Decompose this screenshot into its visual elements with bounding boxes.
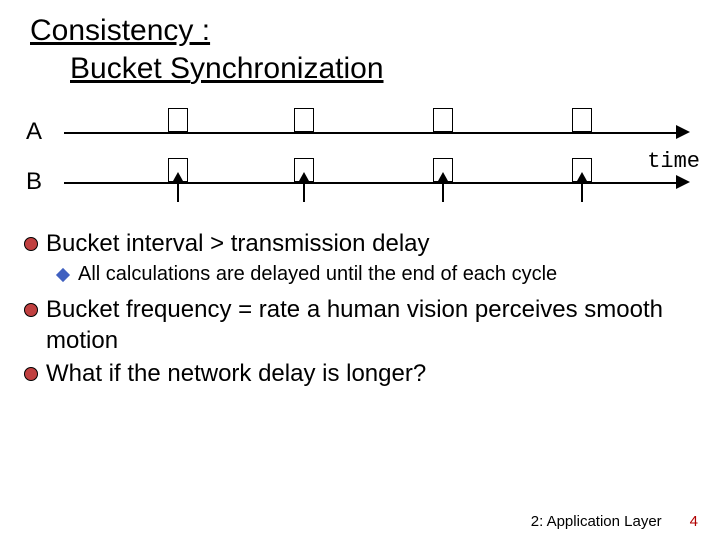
axis-wrap-a xyxy=(64,107,696,157)
timeline-label-a: A xyxy=(24,118,64,146)
footer-page-number: 4 xyxy=(690,513,698,530)
axis-arrowhead-a xyxy=(676,125,690,139)
footer-section: 2: Application Layer xyxy=(531,513,662,530)
bullet-item: What if the network delay is longer? xyxy=(24,359,696,390)
timeline-label-b: B xyxy=(24,168,64,196)
bullet-item: Bucket frequency = rate a human vision p… xyxy=(24,295,696,356)
axis-wrap-b xyxy=(64,157,696,207)
slide-title: Consistency : Bucket Synchronization xyxy=(30,12,696,87)
axis-b xyxy=(64,182,678,184)
slide-footer: 2: Application Layer 4 xyxy=(531,513,698,530)
bucket-box xyxy=(294,108,314,132)
timeline-diagram: A time B xyxy=(24,107,696,207)
bullet-marker-icon xyxy=(24,303,38,317)
axis-arrowhead-b xyxy=(676,175,690,189)
slide: Consistency : Bucket Synchronization A t… xyxy=(0,0,720,540)
axis-a xyxy=(64,132,678,134)
bullet-item: Bucket interval > transmission delay xyxy=(24,229,696,260)
sub-bullet-marker-icon xyxy=(56,268,70,282)
up-arrow xyxy=(581,182,583,202)
bullet-text: Bucket interval > transmission delay xyxy=(46,229,430,260)
timeline-row-b: B xyxy=(24,157,696,207)
sub-bullet-item: All calculations are delayed until the e… xyxy=(58,262,696,288)
up-arrow xyxy=(177,182,179,202)
timeline-row-a: A xyxy=(24,107,696,157)
title-line-1: Consistency : xyxy=(30,12,696,50)
sub-bullet-text: All calculations are delayed until the e… xyxy=(78,262,557,288)
bullet-marker-icon xyxy=(24,237,38,251)
bullet-marker-icon xyxy=(24,367,38,381)
bucket-box xyxy=(168,108,188,132)
bucket-box xyxy=(433,108,453,132)
bullet-text: What if the network delay is longer? xyxy=(46,359,426,390)
up-arrow xyxy=(442,182,444,202)
title-line-2: Bucket Synchronization xyxy=(70,50,696,88)
bullet-text: Bucket frequency = rate a human vision p… xyxy=(46,295,696,356)
bucket-box xyxy=(572,108,592,132)
bullet-list: Bucket interval > transmission delay All… xyxy=(24,229,696,389)
up-arrow xyxy=(303,182,305,202)
